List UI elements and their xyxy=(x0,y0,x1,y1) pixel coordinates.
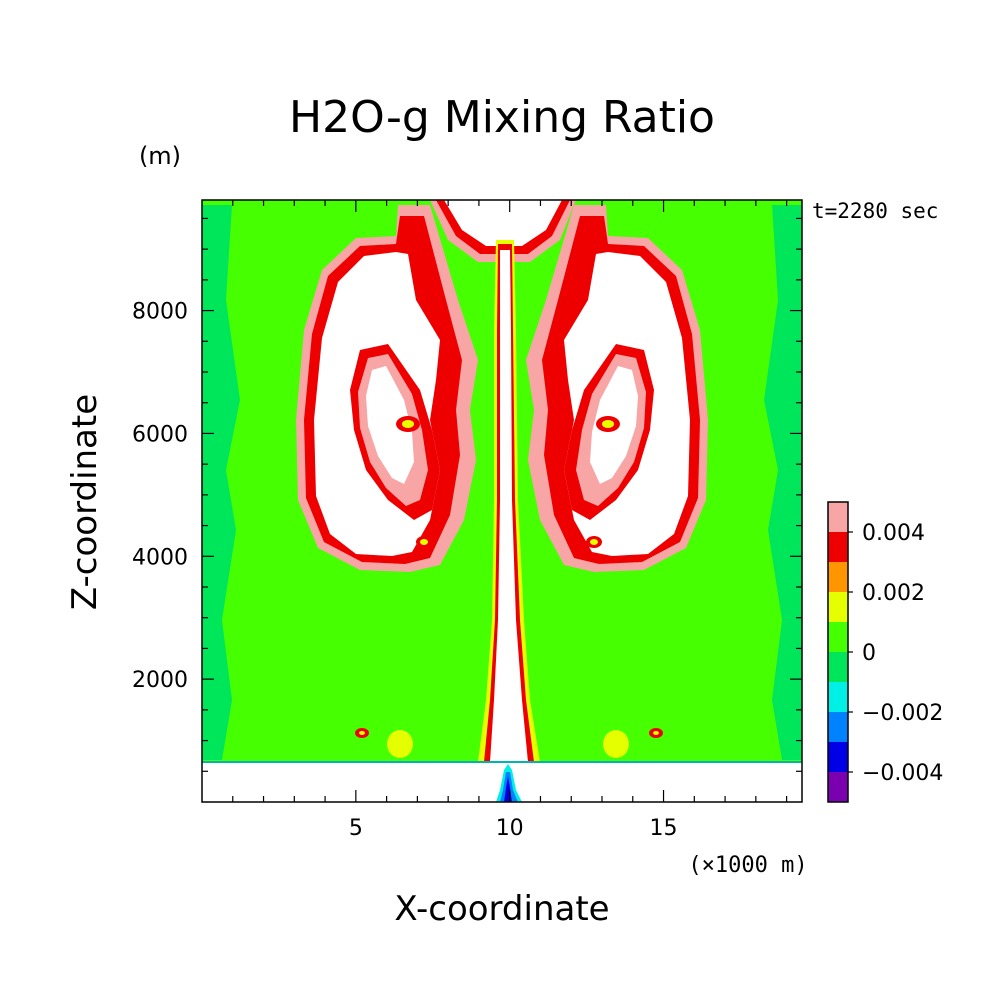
colorbar-swatch xyxy=(828,682,848,712)
y-tick-label: 8000 xyxy=(132,300,188,325)
colorbar: −0.004 −0.002 0 0.002 0.004 xyxy=(827,501,943,803)
contour-field xyxy=(202,200,802,802)
right-negative-band xyxy=(764,205,802,760)
x-unit-label: (×1000 m) xyxy=(688,853,807,878)
plot-frame xyxy=(201,199,803,803)
x-axis-label: X-coordinate xyxy=(394,889,609,929)
left-negative-band xyxy=(202,205,240,760)
x-tick-label: 5 xyxy=(349,816,363,841)
column-core xyxy=(490,250,528,762)
colorbar-tick-label: 0.004 xyxy=(862,521,925,546)
left-inner-white xyxy=(366,366,414,484)
low-patch-right xyxy=(603,730,629,758)
axis-ticks: 5 10 15 2000 4000 6000 8000 xyxy=(132,200,802,841)
colorbar-swatch xyxy=(828,562,848,592)
right-blob-1-core xyxy=(602,420,614,428)
colorbar-swatch xyxy=(828,502,848,532)
x-tick-label: 15 xyxy=(650,816,678,841)
colorbar-swatch xyxy=(828,742,848,772)
colorbar-swatch xyxy=(828,532,848,562)
y-tick-label: 4000 xyxy=(132,545,188,570)
colorbar-swatch xyxy=(828,622,848,652)
time-label: t=2280 sec xyxy=(812,199,938,223)
left-blob-1-core xyxy=(402,420,414,428)
y-tick-label: 2000 xyxy=(132,668,188,693)
colorbar-swatch xyxy=(828,712,848,742)
colorbar-tick-label: 0 xyxy=(862,641,876,666)
colorbar-tick-label: 0.002 xyxy=(862,581,925,606)
right-blob-2-core xyxy=(590,539,598,545)
top-cap-core xyxy=(444,200,562,246)
y-axis-label: Z-coordinate xyxy=(65,394,105,610)
chart-title: H2O-g Mixing Ratio xyxy=(289,92,715,143)
low-dot-right-core xyxy=(653,731,659,735)
colorbar-swatch xyxy=(828,652,848,682)
colorbar-swatch xyxy=(828,592,848,622)
y-tick-label: 6000 xyxy=(132,422,188,447)
colorbar-swatch xyxy=(828,772,848,802)
low-dot-left-core xyxy=(359,731,365,735)
y-unit-label: (m) xyxy=(139,142,181,170)
x-tick-label: 10 xyxy=(496,816,524,841)
low-patch-left xyxy=(387,730,413,758)
left-blob-2-core xyxy=(420,539,428,545)
colorbar-tick-label: −0.002 xyxy=(862,701,943,726)
colorbar-tick-label: −0.004 xyxy=(862,761,943,786)
